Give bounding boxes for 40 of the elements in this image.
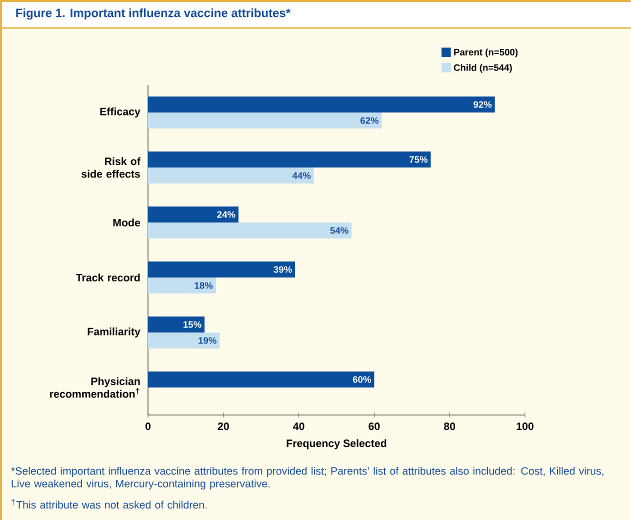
legend-label: Parent (n=500) xyxy=(454,48,518,58)
x-tick-label: 80 xyxy=(444,422,456,430)
bar xyxy=(148,261,296,278)
data-label: 39% xyxy=(274,266,292,273)
x-tick-label: 40 xyxy=(293,422,304,430)
x-tick-label: 20 xyxy=(218,422,229,430)
bar xyxy=(148,206,238,222)
bar xyxy=(148,112,382,128)
y-tick-label: Familiarity xyxy=(88,328,140,338)
chart-title: Figure 1. Important influenza vaccine attributes* xyxy=(16,8,291,20)
text: *Selected important influenza vaccine attributes from provided list; Parents’ list of attributes also included: Cost, Killed virus, Live weakened virus, Mercury-containing preservative. xyxy=(11,466,604,490)
x-tick-label: 100 xyxy=(516,422,534,430)
x-tick-label: 60 xyxy=(368,422,380,430)
x-axis-title: Frequency Selected xyxy=(286,439,386,450)
y-tick-label: Efficacy xyxy=(100,108,140,118)
data-label: 15% xyxy=(184,321,202,328)
data-label: 18% xyxy=(194,282,213,289)
text: $^{†}$This attribute was not asked of children. xyxy=(11,498,207,509)
data-label: 75% xyxy=(410,156,428,163)
y-tick-label: Track record xyxy=(76,274,140,282)
data-label: 92% xyxy=(474,101,492,108)
data-label: 44% xyxy=(292,172,311,179)
bar xyxy=(148,316,205,332)
data-label: 19% xyxy=(198,337,216,344)
bar xyxy=(148,167,314,184)
bar xyxy=(148,371,374,388)
bar xyxy=(148,96,495,112)
bar xyxy=(148,332,220,348)
data-label: 24% xyxy=(217,211,236,218)
bar xyxy=(148,151,431,168)
bar xyxy=(148,222,352,238)
y-tick-label: Risk of side effects xyxy=(82,157,140,178)
y-tick-label: Mode xyxy=(113,218,140,226)
data-label: 60% xyxy=(352,376,372,383)
bar xyxy=(148,277,216,294)
data-label: 62% xyxy=(360,117,379,124)
data-label: 54% xyxy=(330,227,348,234)
y-tick-label: Physician recommendation$^{†}$ xyxy=(50,377,140,398)
legend-label: Child (n=544) xyxy=(454,64,512,73)
x-tick-label: 0 xyxy=(145,422,151,430)
